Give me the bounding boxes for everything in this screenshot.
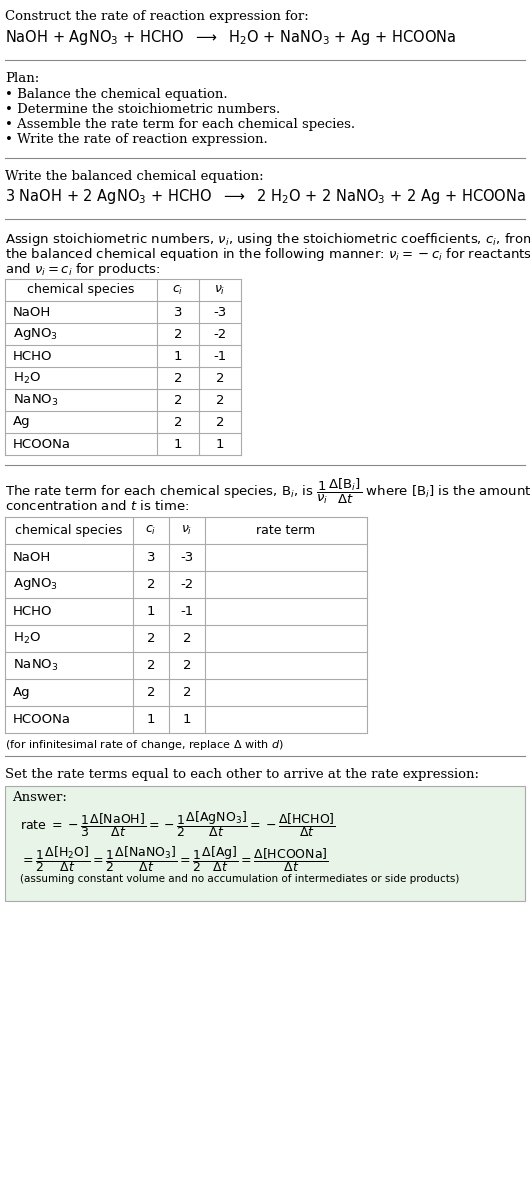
- Text: concentration and $t$ is time:: concentration and $t$ is time:: [5, 499, 189, 514]
- Text: -3: -3: [180, 551, 193, 564]
- Text: 1: 1: [147, 605, 155, 618]
- Text: Ag: Ag: [13, 686, 31, 698]
- Text: Write the balanced chemical equation:: Write the balanced chemical equation:: [5, 170, 263, 182]
- Text: 2: 2: [174, 372, 182, 384]
- Text: chemical species: chemical species: [15, 524, 122, 538]
- Text: -2: -2: [214, 328, 227, 341]
- Text: 2: 2: [183, 632, 191, 646]
- Text: -1: -1: [214, 349, 227, 362]
- Text: H$_2$O: H$_2$O: [13, 371, 41, 385]
- Text: $\nu_i$: $\nu_i$: [214, 283, 226, 296]
- Text: 2: 2: [147, 632, 155, 646]
- Text: 2: 2: [147, 659, 155, 672]
- Text: and $\nu_i = c_i$ for products:: and $\nu_i = c_i$ for products:: [5, 260, 161, 278]
- Text: Plan:: Plan:: [5, 72, 39, 85]
- Text: NaOH: NaOH: [13, 551, 51, 564]
- Text: 2: 2: [174, 394, 182, 407]
- Text: -2: -2: [180, 578, 193, 590]
- Text: $c_i$: $c_i$: [145, 524, 157, 538]
- Text: $\nu_i$: $\nu_i$: [181, 524, 193, 538]
- Text: HCOONa: HCOONa: [13, 438, 71, 450]
- Text: AgNO$_3$: AgNO$_3$: [13, 326, 58, 342]
- Text: NaNO$_3$: NaNO$_3$: [13, 658, 59, 673]
- FancyBboxPatch shape: [5, 786, 525, 901]
- Text: $= \dfrac{1}{2}\dfrac{\Delta[\mathrm{H_2O}]}{\Delta t} = \dfrac{1}{2}\dfrac{\Del: $= \dfrac{1}{2}\dfrac{\Delta[\mathrm{H_2…: [20, 844, 329, 874]
- Text: • Assemble the rate term for each chemical species.: • Assemble the rate term for each chemic…: [5, 118, 355, 131]
- Text: HCOONa: HCOONa: [13, 713, 71, 726]
- Text: 2: 2: [147, 578, 155, 590]
- Text: 2: 2: [174, 415, 182, 428]
- Text: 2: 2: [216, 372, 224, 384]
- Text: • Write the rate of reaction expression.: • Write the rate of reaction expression.: [5, 133, 268, 146]
- Text: 3 NaOH + 2 AgNO$_3$ + HCHO  $\longrightarrow$  2 H$_2$O + 2 NaNO$_3$ + 2 Ag + HC: 3 NaOH + 2 AgNO$_3$ + HCHO $\longrightar…: [5, 187, 526, 206]
- Text: the balanced chemical equation in the following manner: $\nu_i = -c_i$ for react: the balanced chemical equation in the fo…: [5, 246, 530, 263]
- Text: -3: -3: [214, 306, 227, 318]
- Text: Set the rate terms equal to each other to arrive at the rate expression:: Set the rate terms equal to each other t…: [5, 768, 479, 781]
- Text: 2: 2: [183, 659, 191, 672]
- Text: 2: 2: [147, 686, 155, 698]
- Text: Assign stoichiometric numbers, $\nu_i$, using the stoichiometric coefficients, $: Assign stoichiometric numbers, $\nu_i$, …: [5, 230, 530, 248]
- Text: $c_i$: $c_i$: [172, 283, 183, 296]
- Text: 1: 1: [147, 713, 155, 726]
- Text: 1: 1: [174, 438, 182, 450]
- Text: The rate term for each chemical species, B$_i$, is $\dfrac{1}{\nu_i}\dfrac{\Delt: The rate term for each chemical species,…: [5, 476, 530, 506]
- Text: rate term: rate term: [257, 524, 315, 538]
- Text: • Determine the stoichiometric numbers.: • Determine the stoichiometric numbers.: [5, 103, 280, 116]
- Text: 2: 2: [216, 415, 224, 428]
- Text: rate $= -\dfrac{1}{3}\dfrac{\Delta[\mathrm{NaOH}]}{\Delta t} = -\dfrac{1}{2}\dfr: rate $= -\dfrac{1}{3}\dfrac{\Delta[\math…: [20, 809, 336, 839]
- Text: (assuming constant volume and no accumulation of intermediates or side products): (assuming constant volume and no accumul…: [20, 874, 460, 884]
- Text: 1: 1: [216, 438, 224, 450]
- Text: Ag: Ag: [13, 415, 31, 428]
- Text: 2: 2: [216, 394, 224, 407]
- Text: Construct the rate of reaction expression for:: Construct the rate of reaction expressio…: [5, 10, 309, 23]
- Text: -1: -1: [180, 605, 193, 618]
- Text: (for infinitesimal rate of change, replace $\Delta$ with $d$): (for infinitesimal rate of change, repla…: [5, 738, 284, 752]
- Text: 3: 3: [174, 306, 182, 318]
- Text: AgNO$_3$: AgNO$_3$: [13, 576, 58, 593]
- Text: HCHO: HCHO: [13, 349, 52, 362]
- Text: 1: 1: [183, 713, 191, 726]
- Text: NaOH + AgNO$_3$ + HCHO  $\longrightarrow$  H$_2$O + NaNO$_3$ + Ag + HCOONa: NaOH + AgNO$_3$ + HCHO $\longrightarrow$…: [5, 28, 456, 47]
- Text: 2: 2: [174, 328, 182, 341]
- Text: Answer:: Answer:: [12, 791, 67, 804]
- Text: 1: 1: [174, 349, 182, 362]
- Text: H$_2$O: H$_2$O: [13, 631, 41, 646]
- Text: 2: 2: [183, 686, 191, 698]
- Text: • Balance the chemical equation.: • Balance the chemical equation.: [5, 88, 227, 101]
- Text: NaOH: NaOH: [13, 306, 51, 318]
- Text: 3: 3: [147, 551, 155, 564]
- Text: chemical species: chemical species: [28, 283, 135, 296]
- Text: HCHO: HCHO: [13, 605, 52, 618]
- Text: NaNO$_3$: NaNO$_3$: [13, 392, 59, 408]
